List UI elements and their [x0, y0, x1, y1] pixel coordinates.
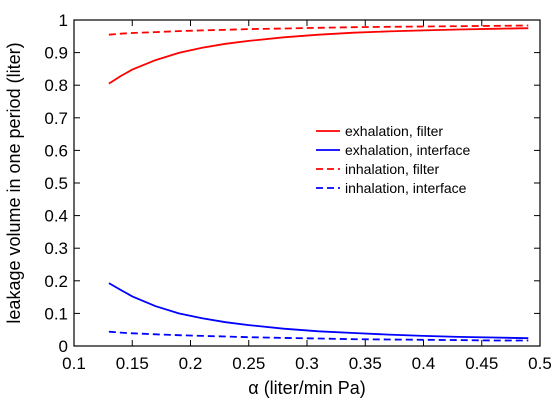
- y-tick-label: 0.9: [44, 44, 68, 63]
- y-tick-label: 0.3: [44, 239, 68, 258]
- series-line: [108, 282, 529, 340]
- series-line: [108, 330, 529, 342]
- x-tick-label: 0.1: [62, 354, 86, 373]
- x-tick-label: 0.3: [295, 354, 319, 373]
- series-layer: [108, 24, 529, 342]
- y-tick-label: 0: [59, 337, 68, 356]
- y-tick-label: 0.2: [44, 272, 68, 291]
- legend-label: exhalation, filter: [345, 123, 443, 139]
- y-tick-label: 0.4: [44, 207, 68, 226]
- y-tick-label: 0.5: [44, 174, 68, 193]
- legend: exhalation, filter exhalation, interface i…: [316, 123, 471, 196]
- legend-label: exhalation, interface: [345, 142, 471, 158]
- x-tick-label: 0.25: [232, 354, 265, 373]
- x-tick-label: 0.15: [116, 354, 149, 373]
- x-axis-label: α (liter/min Pa): [248, 378, 365, 398]
- y-tick-label: 0.1: [44, 304, 68, 323]
- legend-label: inhalation, filter: [345, 161, 440, 177]
- y-tick-label: 0.6: [44, 141, 68, 160]
- x-tick-label: 0.2: [179, 354, 203, 373]
- y-axis-label: leakage volume in one period (liter): [4, 42, 24, 323]
- x-tick-label: 0.4: [412, 354, 436, 373]
- series-line: [108, 27, 529, 85]
- y-tick-label: 0.7: [44, 109, 68, 128]
- y-tick-label: 0.8: [44, 76, 68, 95]
- series-line: [108, 24, 529, 36]
- x-tick-label: 0.35: [349, 354, 382, 373]
- x-axis-ticks: 0.1 0.15 0.2 0.25 0.3 0.35 0.4 0.45 0.5: [62, 20, 551, 373]
- x-tick-label: 0.5: [528, 354, 551, 373]
- y-axis-ticks: 0 0.1 0.2 0.3 0.4 0.5 0.6 0.7 0.8 0.9 1: [44, 11, 540, 356]
- x-tick-label: 0.45: [465, 354, 498, 373]
- plot-frame: [73, 19, 541, 347]
- legend-label: inhalation, interface: [345, 180, 467, 196]
- y-tick-label: 1: [59, 11, 68, 30]
